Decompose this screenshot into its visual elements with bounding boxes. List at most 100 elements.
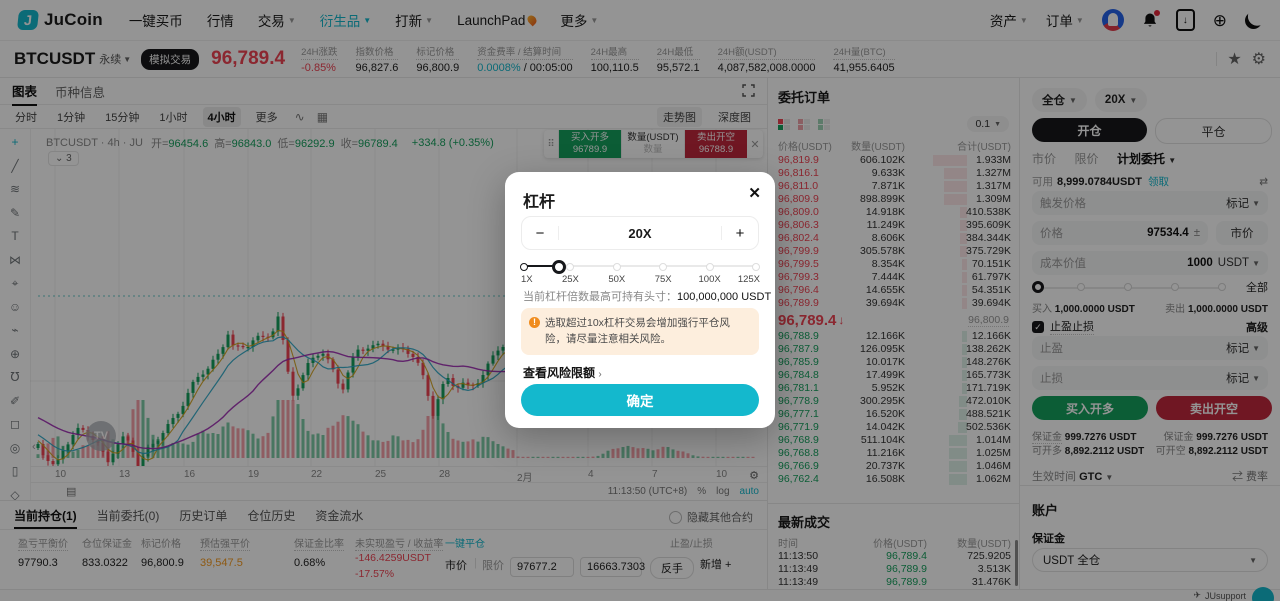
chart-sell-button[interactable]: 卖出开空 96788.9 [685, 130, 747, 158]
ask-row[interactable]: 96,819.9 606.102K 1.933M [778, 154, 1011, 166]
close-limit-link[interactable]: 限价 [482, 560, 504, 572]
leverage-tick-75X[interactable] [659, 263, 668, 271]
app-download-icon[interactable]: ↓ [1175, 9, 1195, 31]
support-chat-button[interactable] [1252, 587, 1274, 601]
decrease-button[interactable]: − [535, 224, 545, 242]
drag-handle-icon[interactable]: ⠿ [544, 130, 559, 158]
ask-row[interactable]: 96,806.3 11.249K 395.609K [778, 219, 1011, 231]
leverage-tick-100X[interactable] [705, 263, 714, 271]
bid-row[interactable]: 96,768.8 11.216K 1.025M [778, 447, 1011, 459]
scale-log[interactable]: log [716, 486, 730, 497]
chart-buy-button[interactable]: 买入开多 96789.9 [559, 130, 621, 158]
chart-style-icon[interactable]: ∿ [294, 109, 305, 124]
ask-row[interactable]: 96,802.4 8.606K 384.344K [778, 232, 1011, 244]
positions-tab-2[interactable]: 当前委托(0) [96, 509, 160, 523]
nav-item-1[interactable]: 一键买币 [128, 14, 183, 29]
leverage-slider-thumb[interactable] [552, 260, 567, 274]
increase-button[interactable]: + [735, 224, 745, 242]
positions-tab-4[interactable]: 仓位历史 [247, 509, 296, 523]
scale-percent[interactable]: % [697, 486, 707, 497]
bid-row[interactable]: 96,788.9 12.166K 12.166K [778, 330, 1011, 342]
tab-chart[interactable]: 图表 [12, 77, 38, 106]
mode-trend[interactable]: 走势图 [657, 106, 702, 127]
leverage-tick-125X[interactable] [752, 263, 760, 271]
chevron-down-icon[interactable]: ▼ [123, 54, 132, 64]
order-type-market[interactable]: 市价 [1032, 152, 1057, 166]
tpsl-checkbox[interactable]: ✓ [1032, 320, 1044, 333]
leverage-select[interactable]: 20X ▼ [1094, 88, 1148, 112]
hide-other-contracts[interactable]: 隐藏其他合约 [669, 509, 753, 525]
xabcd-pattern-icon[interactable]: ⋈ [9, 252, 21, 267]
symbol-name[interactable]: BTCUSDT [14, 49, 96, 68]
close-icon[interactable]: ✕ [748, 185, 761, 202]
amount-slider[interactable]: 全部 [1032, 281, 1268, 294]
cost-value-input[interactable]: 成本价值 1000 USDT ▼ [1032, 251, 1268, 275]
positions-tab-3[interactable]: 历史订单 [179, 509, 228, 523]
tab-coin-info[interactable]: 币种信息 [55, 85, 106, 100]
orderbook-mid[interactable]: 96,789.4 ↓ 96,800.9 [768, 310, 1019, 330]
parallel-channel-icon[interactable]: ≋ [9, 182, 21, 196]
forecast-icon[interactable]: ⌖ [11, 276, 19, 290]
bid-row[interactable]: 96,781.1 5.952K 171.719K [778, 382, 1011, 394]
timeframe-1[interactable]: 分时 [15, 111, 37, 124]
bid-row[interactable]: 96,762.4 16.508K 1.062M [778, 473, 1011, 485]
open-long-button[interactable]: 买入开多 [1032, 396, 1148, 420]
brand-logo[interactable]: J JuCoin [16, 10, 103, 30]
trend-line-icon[interactable]: ╱ [11, 158, 19, 173]
nav-item-6[interactable]: LaunchPad [457, 13, 539, 28]
hide-all-icon[interactable]: ◎ [9, 440, 21, 455]
crosshair-icon[interactable]: + [11, 135, 19, 149]
risk-limit-link[interactable]: 查看风险限额 › [523, 366, 602, 380]
close-market-link[interactable]: 市价 [445, 560, 467, 572]
leverage-tick-50X[interactable] [612, 263, 621, 271]
measure-icon[interactable]: ⌁ [11, 323, 19, 337]
slider-dot-0[interactable] [1032, 281, 1044, 293]
brush-icon[interactable]: ✎ [9, 205, 21, 220]
emoji-icon[interactable]: ☺ [8, 299, 22, 314]
bid-row[interactable]: 96,766.9 20.737K 1.046M [778, 460, 1011, 472]
trigger-price-input[interactable]: 触发价格 标记 ▼ [1032, 191, 1268, 215]
scrollbar[interactable] [1015, 540, 1018, 586]
slider-all-label[interactable]: 全部 [1246, 282, 1268, 294]
claim-link[interactable]: 领取 [1148, 176, 1169, 188]
book-mode-both-icon[interactable] [778, 118, 790, 130]
ask-row[interactable]: 96,799.3 7.444K 61.797K [778, 271, 1011, 283]
close-all-link[interactable]: 一键平仓 [445, 539, 485, 550]
bid-row[interactable]: 96,778.9 300.295K 472.010K [778, 395, 1011, 407]
nav-item-2[interactable]: 行情 [206, 14, 234, 29]
slider-dot-50[interactable] [1124, 283, 1132, 291]
positions-tab-5[interactable]: 资金流水 [315, 509, 364, 523]
fee-rate-link[interactable]: ⇄ 费率 [1231, 471, 1268, 483]
tab-open-position[interactable]: 开仓 [1032, 118, 1147, 142]
nav-item-5[interactable]: 打新 ▼ [395, 14, 434, 29]
timeframe-2[interactable]: 1分钟 [57, 111, 86, 124]
axis-settings-gear-icon[interactable]: ⚙ [749, 470, 759, 482]
market-price-button[interactable]: 市价 [1216, 221, 1268, 245]
ask-row[interactable]: 96,816.1 9.633K 1.327M [778, 167, 1011, 179]
scale-auto[interactable]: auto [739, 486, 759, 497]
collapse-arrow-icon[interactable]: ‹ [32, 441, 36, 453]
fullscreen-icon[interactable] [742, 84, 755, 100]
margin-mode-select[interactable]: 全仓 ▼ [1032, 88, 1087, 112]
clock-label[interactable]: 11:13:50 (UTC+8) [607, 486, 688, 497]
nav-item-3[interactable]: 交易 ▼ [257, 14, 296, 29]
remove-icon[interactable]: ▯ [11, 464, 19, 478]
close-icon[interactable]: ✕ [750, 138, 760, 151]
support-link[interactable]: JUsupport [1204, 590, 1246, 601]
close-price-input[interactable]: 97677.2 [510, 557, 574, 577]
tick-size-select[interactable]: 0.1 ▼ [967, 116, 1009, 132]
nav-assets[interactable]: 资产 ▼ [989, 14, 1028, 29]
advanced-link[interactable]: 高级 [1246, 321, 1268, 334]
slider-dot-25[interactable] [1077, 283, 1085, 291]
bid-row[interactable]: 96,768.9 511.104K 1.014M [778, 434, 1011, 446]
user-avatar[interactable] [1101, 9, 1124, 31]
add-tpsl-link[interactable]: 新增 + [700, 559, 732, 571]
stop-loss-input[interactable]: 止损 标记 ▼ [1032, 366, 1268, 390]
bid-row[interactable]: 96,777.1 16.520K 488.521K [778, 408, 1011, 420]
bid-row[interactable]: 96,771.9 14.042K 502.536K [778, 421, 1011, 433]
magnet-icon[interactable]: ℧ [10, 370, 20, 384]
confirm-button[interactable]: 确定 [521, 384, 759, 416]
timeframe-6[interactable]: 更多 [255, 111, 278, 124]
nav-orders[interactable]: 订单 ▼ [1045, 14, 1084, 29]
transfer-icon[interactable]: ⇄ [1259, 175, 1268, 188]
